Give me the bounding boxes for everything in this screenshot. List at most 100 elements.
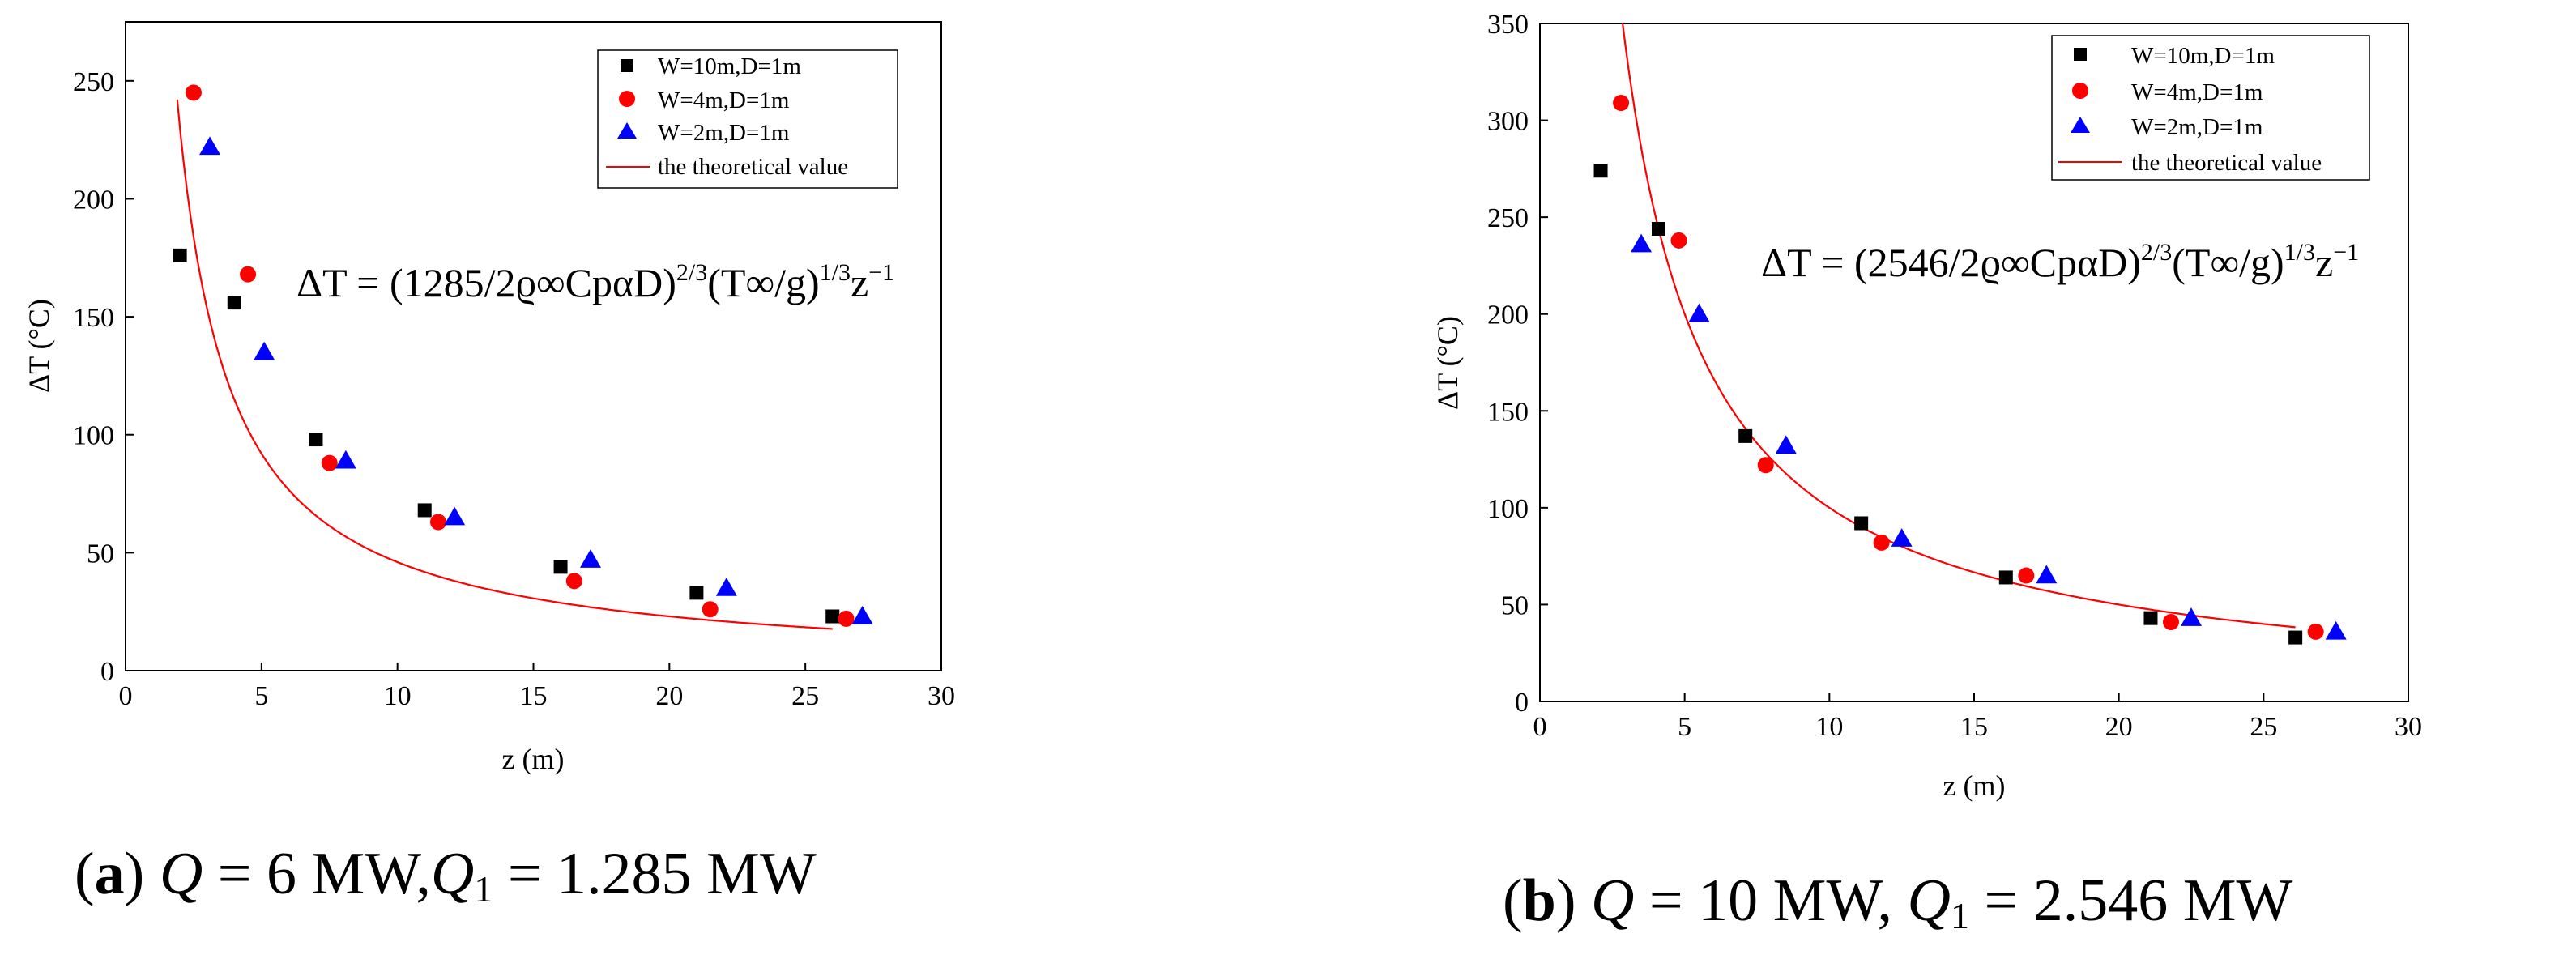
data-point-circle [185, 84, 202, 101]
data-point-triangle [579, 549, 601, 568]
data-point-circle [1613, 95, 1630, 112]
data-point-circle [2307, 623, 2324, 640]
data-point-triangle [1891, 528, 1913, 547]
panel-b-legend-circle-marker [2072, 83, 2088, 99]
panel-a-formula-exp1: 2/3 [676, 259, 707, 286]
panel-b-legend-triangle-marker [2071, 117, 2090, 133]
y-tick-label: 150 [1487, 397, 1529, 427]
panel-a-formula-mid: (T∞/g) [707, 260, 819, 305]
data-point-circle [430, 514, 447, 531]
x-tick-label: 30 [2395, 712, 2422, 742]
data-point-triangle [1775, 435, 1797, 454]
data-point-triangle [199, 136, 221, 156]
data-point-square [2143, 611, 2158, 625]
data-point-circle [2162, 613, 2179, 630]
x-tick-label: 30 [928, 681, 955, 711]
panel-a-legend-circle-marker [619, 91, 635, 107]
panel-a-legend-square-marker [621, 59, 633, 72]
data-point-circle [2018, 567, 2035, 584]
panel-b-formula-mid: (T∞/g) [2172, 240, 2284, 285]
x-tick-label: 25 [791, 681, 819, 711]
data-point-circle [1670, 232, 1687, 249]
y-tick-label: 200 [73, 185, 114, 215]
panel-b-legend-label-3: W=2m,D=1m [2131, 114, 2263, 140]
panel-b-formula-base: ΔT = (2546/2ϱ∞CpαD) [1761, 240, 2141, 285]
panel-a-formula-exp3: −1 [868, 259, 894, 286]
x-tick-label: 5 [254, 681, 268, 711]
panel-a-caption-q1: Q [431, 841, 474, 907]
panel-a-formula: ΔT = (1285/2ϱ∞CpαD)2/3(T∞/g)1/3z−1 [296, 259, 894, 305]
panel-b-caption-q: Q [1591, 867, 1634, 934]
y-tick-label: 0 [100, 657, 114, 687]
panel-a-caption: (a) Q = 6 MW,Q1 = 1.285 MW [75, 841, 817, 910]
theory-curve [176, 99, 833, 630]
data-point-square [1593, 164, 1608, 178]
data-point-square [1738, 428, 1753, 443]
y-tick-label: 300 [1487, 107, 1529, 137]
y-tick-label: 100 [73, 421, 114, 451]
panel-a-caption-sub: 1 [474, 868, 493, 910]
panel-b-caption-sub: 1 [1951, 895, 1969, 936]
panel-b-caption: (b) Q = 10 MW, Q1 = 2.546 MW [1503, 867, 2293, 936]
data-point-triangle [444, 506, 466, 526]
y-tick-label: 350 [1487, 10, 1529, 40]
panel-b-legend: W=10m,D=1m W=4m,D=1m W=2m,D=1m the theor… [2051, 35, 2370, 181]
data-point-square [825, 609, 840, 624]
panel-b-formula-exp2: 1/3 [2284, 239, 2315, 266]
data-point-triangle [2036, 565, 2058, 584]
data-point-square [2288, 630, 2303, 645]
x-tick-label: 15 [520, 681, 548, 711]
panel-a-legend-box [597, 49, 898, 189]
panel-b-legend-label-4: the theoretical value [2131, 150, 2322, 176]
panel-b-formula-exp3: −1 [2333, 239, 2359, 266]
panel-a-formula-exp2: 1/3 [820, 259, 851, 286]
x-tick-label: 15 [1960, 712, 1988, 742]
panel-a-formula-tail: z [851, 260, 868, 305]
panel-b-y-axis-label: ΔT (°C) [1431, 316, 1464, 410]
data-point-circle [838, 610, 855, 627]
y-tick-label: 250 [1487, 203, 1529, 233]
data-point-triangle [851, 606, 873, 624]
panel-a-x-axis-label: z (m) [502, 743, 565, 775]
data-point-triangle [715, 578, 737, 596]
y-tick-label: 250 [73, 67, 114, 97]
panel-a-legend-label-3: W=2m,D=1m [658, 120, 790, 146]
data-point-triangle [2325, 620, 2347, 640]
data-point-square [227, 296, 241, 310]
panel-a-formula-base: ΔT = (1285/2ϱ∞CpαD) [296, 260, 676, 305]
panel-a-legend-label-4: the theoretical value [658, 154, 848, 180]
data-point-circle [1757, 457, 1774, 474]
y-tick-label: 0 [1515, 688, 1529, 718]
x-tick-label: 10 [384, 681, 412, 711]
panel-b-legend-square-marker [2074, 48, 2087, 61]
data-point-square [689, 586, 704, 600]
panel-b-points [1593, 95, 2347, 645]
panel-a-legend-label-1: W=10m,D=1m [658, 53, 801, 79]
panel-b-x-axis-label: z (m) [1943, 769, 2006, 802]
data-point-circle [321, 454, 338, 471]
y-tick-label: 100 [1487, 494, 1529, 524]
x-tick-label: 20 [2105, 712, 2133, 742]
panel-a-legend: W=10m,D=1m W=4m,D=1m W=2m,D=1m the theor… [597, 49, 898, 189]
panel-a-caption-q: Q [160, 841, 203, 907]
data-point-triangle [1688, 303, 1710, 322]
panel-a-legend-triangle-marker [617, 122, 637, 139]
panel-a-ticks: 0 5 10 15 20 25 30 0 50 100 150 200 250 [73, 67, 955, 711]
x-tick-label: 25 [2250, 712, 2277, 742]
data-point-circle [565, 573, 582, 590]
data-point-circle [702, 601, 719, 618]
panel-a-y-axis-label: ΔT (°C) [23, 299, 55, 393]
panel-b-caption-q1: Q [1908, 867, 1951, 934]
data-point-triangle [335, 450, 356, 469]
theory-curve [1621, 23, 2296, 629]
panel-a-points [173, 84, 873, 627]
data-point-square [1854, 516, 1869, 531]
panel-b-caption-q1-value: = 2.546 MW [1969, 867, 2293, 934]
data-point-circle [240, 266, 257, 283]
x-tick-label: 5 [1678, 712, 1691, 742]
data-point-circle [1873, 534, 1890, 551]
panel-b-legend-label-2: W=4m,D=1m [2131, 79, 2263, 105]
y-tick-label: 50 [87, 539, 114, 569]
